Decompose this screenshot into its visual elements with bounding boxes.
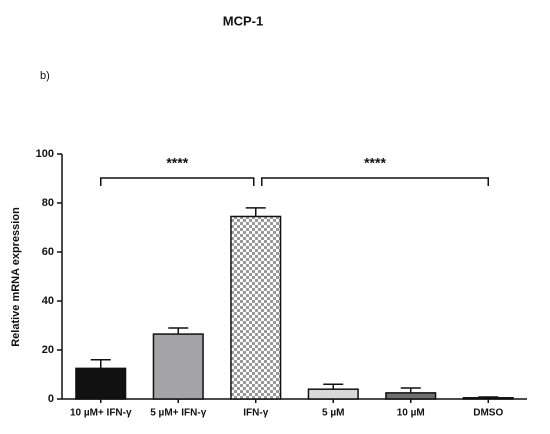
panel-label: b) [40, 70, 50, 82]
y-tick-label: 60 [42, 246, 54, 258]
y-tick-label: 20 [42, 344, 54, 356]
bar [152, 333, 204, 400]
x-tick-label: IFN-γ [243, 408, 268, 419]
x-tick-label: 5 µM+ IFN-γ [150, 408, 206, 419]
bar [307, 388, 359, 400]
bar [75, 367, 127, 400]
significance-label: **** [364, 155, 386, 171]
y-tick-label: 80 [42, 197, 54, 209]
bar [385, 392, 437, 400]
bar [462, 397, 514, 400]
y-tick-label: 40 [42, 295, 54, 307]
y-tick-label: 0 [48, 393, 54, 405]
bar [230, 215, 282, 400]
x-tick-label: DMSO [473, 408, 503, 419]
significance-bracket [100, 177, 255, 186]
x-tick-label: 10 µM [397, 408, 425, 419]
y-axis-label: Relative mRNA expression [10, 207, 22, 347]
y-tick-label: 100 [36, 148, 54, 160]
chart-title: MCP-1 [223, 13, 263, 28]
significance-bracket [261, 177, 489, 186]
x-tick-label: 10 µM+ IFN-γ [70, 408, 132, 419]
significance-label: **** [166, 155, 188, 171]
x-tick-label: 5 µM [322, 408, 344, 419]
